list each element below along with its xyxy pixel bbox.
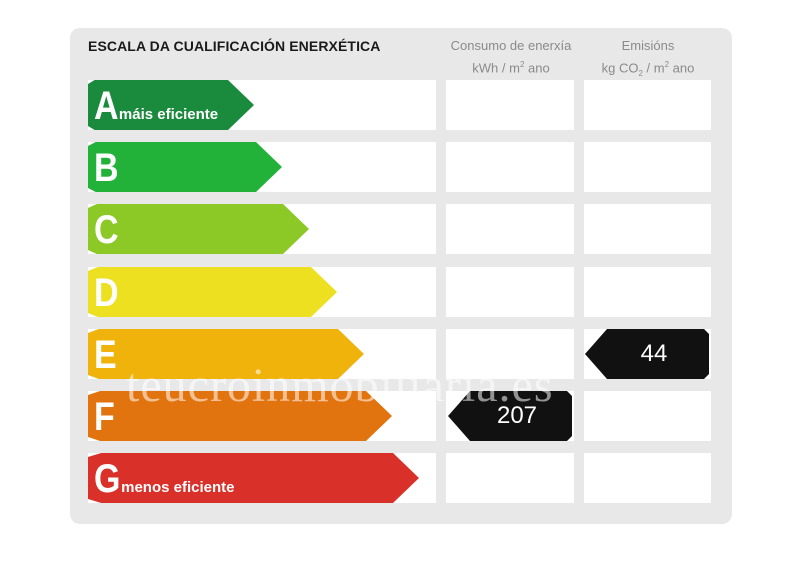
emisions-header: Emisións kg CO2 / m2 ano — [585, 36, 711, 83]
rating-letter: A — [94, 84, 119, 128]
rating-letter: C — [94, 208, 119, 252]
rating-description: menos eficiente — [121, 479, 235, 496]
label-title: ESCALA DA CUALIFICACIÓN ENERXÉTICA — [88, 38, 381, 54]
rating-arrow-b: B — [88, 142, 282, 192]
consumo-cell-a — [446, 80, 574, 130]
rating-letter: F — [94, 395, 115, 439]
rating-letter: G — [94, 457, 121, 501]
consumo-cell-b — [446, 142, 574, 192]
emisions-header-line1: Emisións — [621, 38, 675, 53]
consumo-cell-d — [446, 267, 574, 317]
consumo-header-line1: Consumo de enerxía — [450, 38, 572, 53]
rating-letter: D — [94, 271, 119, 315]
consumo-cell-e — [446, 329, 574, 379]
rating-description: máis eficiente — [118, 106, 219, 123]
emisions-value-badge: 44 — [585, 329, 709, 379]
emisions-cell-a — [584, 80, 711, 130]
rating-arrow-c: C — [88, 204, 309, 254]
rating-arrow-e: E — [88, 329, 364, 379]
emisions-header-unit: kg CO2 / m2 ano — [601, 60, 695, 78]
rating-arrow-d: D — [88, 267, 337, 317]
rating-arrow-f: F — [88, 391, 392, 441]
emisions-cell-c — [584, 204, 711, 254]
emisions-cell-f — [584, 391, 711, 441]
consumo-value-badge: 207 — [448, 391, 572, 441]
emisions-cell-d — [584, 267, 711, 317]
consumo-header-unit: kWh / m2 ano — [472, 60, 550, 76]
rating-letter: E — [94, 333, 117, 377]
consumo-cell-c — [446, 204, 574, 254]
emisions-cell-g — [584, 453, 711, 503]
emisions-cell-b — [584, 142, 711, 192]
consumo-header: Consumo de enerxía kWh / m2 ano — [448, 36, 574, 77]
consumo-cell-g — [446, 453, 574, 503]
rating-letter: B — [94, 146, 119, 190]
